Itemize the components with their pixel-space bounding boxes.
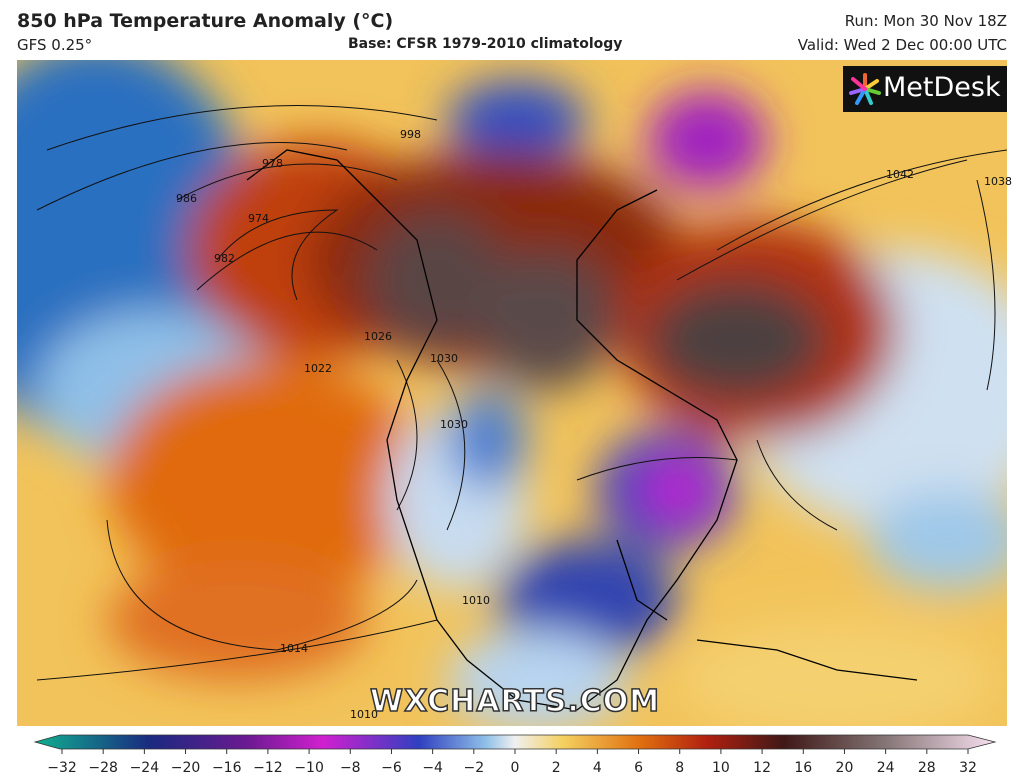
- map: [17, 60, 1007, 726]
- colorbar: −32 −28 −24 −20 −16 −12 −10 −8 −6 −4 −2 0 2 4 6 8 10 12 16…: [33, 734, 997, 776]
- isobar-label: 974: [248, 212, 269, 225]
- isobar-label: 1030: [430, 352, 458, 365]
- isobar-label: 1038: [984, 175, 1012, 188]
- isobar-label: 1010: [350, 708, 378, 721]
- colorbar-label: 8: [675, 760, 684, 776]
- colorbar-label: −16: [212, 760, 242, 776]
- colorbar-label: −28: [88, 760, 118, 776]
- colorbar-label: 10: [712, 760, 730, 776]
- colorbar-label: 6: [634, 760, 643, 776]
- colorbar-label: −8: [340, 760, 361, 776]
- colorbar-label: −6: [381, 760, 402, 776]
- isobar-label: 998: [400, 128, 421, 141]
- logo-box: MetDesk: [843, 66, 1007, 112]
- colorbar-label: −10: [294, 760, 324, 776]
- colorbar-label: 28: [918, 760, 936, 776]
- model: GFS 0.25°: [17, 36, 93, 54]
- isobar-label: 1022: [304, 362, 332, 375]
- run: Run: Mon 30 Nov 18Z: [844, 12, 1007, 30]
- base: Base: CFSR 1979-2010 climatology: [348, 36, 623, 52]
- colorbar-label: 16: [794, 760, 812, 776]
- colorbar-label: 4: [593, 760, 602, 776]
- colorbar-label: 0: [511, 760, 520, 776]
- isobar-label: 1014: [280, 642, 308, 655]
- logo-icon: [849, 73, 881, 105]
- colorbar-label: −4: [422, 760, 443, 776]
- colorbar-label: −24: [130, 760, 160, 776]
- colorbar-label: 24: [877, 760, 895, 776]
- isobar-label: 1030: [440, 418, 468, 431]
- colorbar-label: 20: [836, 760, 854, 776]
- colorbar-label: 32: [959, 760, 977, 776]
- colorbar-ramp: [33, 734, 997, 750]
- watermark: WXCHARTS.COM: [369, 683, 661, 720]
- colorbar-label: 12: [753, 760, 771, 776]
- colorbar-label: −12: [253, 760, 283, 776]
- isobar-label: 1010: [462, 594, 490, 607]
- logo-text: MetDesk: [883, 72, 1001, 103]
- colorbar-label: −2: [463, 760, 484, 776]
- isobar-label: 1026: [364, 330, 392, 343]
- title: 850 hPa Temperature Anomaly (°C): [17, 10, 394, 32]
- colorbar-label: −32: [47, 760, 77, 776]
- isobar-label: 986: [176, 192, 197, 205]
- valid: Valid: Wed 2 Dec 00:00 UTC: [797, 36, 1007, 54]
- isobar-label: 978: [262, 157, 283, 170]
- isobar-label: 982: [214, 252, 235, 265]
- isobar-label: 1042: [886, 168, 914, 181]
- colorbar-label: −20: [171, 760, 201, 776]
- colorbar-label: 2: [552, 760, 561, 776]
